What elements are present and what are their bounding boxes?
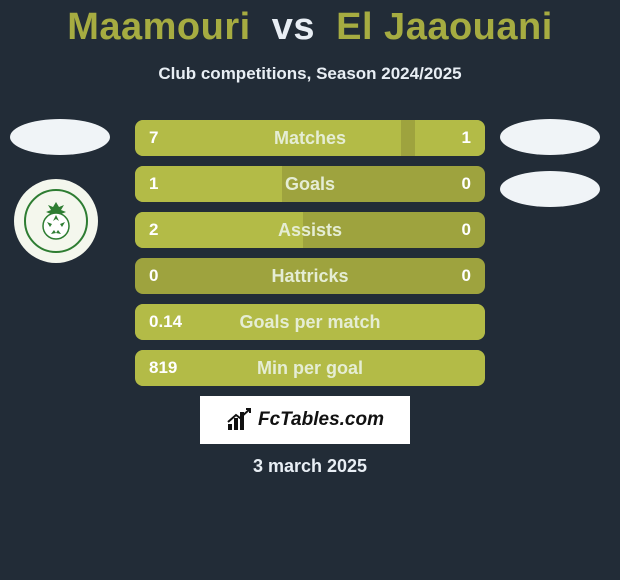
club-logo-left-ellipse <box>10 119 110 155</box>
stat-row: Hattricks0 0 <box>135 258 485 294</box>
player1-name: Maamouri <box>67 6 250 48</box>
club-logo-right-ellipse-1 <box>500 119 600 155</box>
stat-value-right: 1 <box>462 128 471 148</box>
stat-label: Matches <box>135 128 485 149</box>
player2-name: El Jaaouani <box>336 6 553 48</box>
stat-label: Min per goal <box>135 358 485 379</box>
stat-value-right: 0 <box>462 266 471 286</box>
stat-label: Goals per match <box>135 312 485 333</box>
stat-value-left: 819 <box>149 358 177 378</box>
stat-value-right: 0 <box>462 220 471 240</box>
stat-label: Hattricks <box>135 266 485 287</box>
stat-value-left: 1 <box>149 174 158 194</box>
stat-value-left: 0 <box>149 266 158 286</box>
stat-label: Goals <box>135 174 485 195</box>
brand-text: FcTables.com <box>258 409 384 431</box>
page-title: Maamouri vs El Jaaouani <box>0 6 620 49</box>
stat-value-left: 7 <box>149 128 158 148</box>
stat-value-left: 0.14 <box>149 312 182 332</box>
stat-value-left: 2 <box>149 220 158 240</box>
stats-container: Matches71Goals10Assists20Hattricks00Goal… <box>135 120 485 396</box>
subtitle: Club competitions, Season 2024/2025 <box>0 64 620 84</box>
vs-text: vs <box>272 6 315 48</box>
stat-row: Assists2 0 <box>135 212 485 248</box>
club-crest-left <box>14 179 98 263</box>
stat-row: Goals per match0.14 <box>135 304 485 340</box>
stat-row: Min per goal819 <box>135 350 485 386</box>
date-text: 3 march 2025 <box>0 456 620 477</box>
club-logo-right-ellipse-2 <box>500 171 600 207</box>
fctables-brand[interactable]: FcTables.com <box>200 396 410 444</box>
stat-label: Assists <box>135 220 485 241</box>
stat-value-right: 0 <box>462 174 471 194</box>
stat-row: Goals1 0 <box>135 166 485 202</box>
stat-row: Matches7 1 <box>135 120 485 156</box>
